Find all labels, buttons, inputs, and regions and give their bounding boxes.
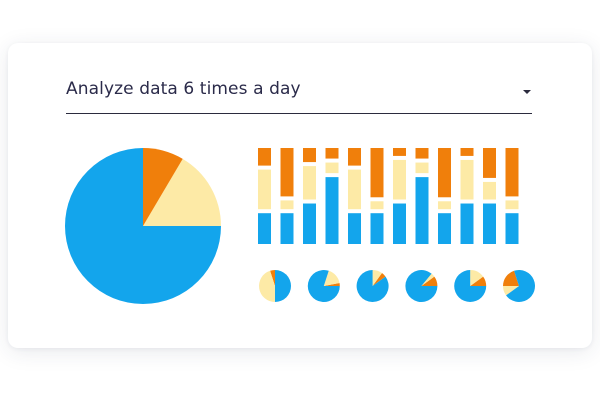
bar-10-orange	[460, 148, 474, 156]
small-pie-2-slice-yellow	[323, 270, 340, 286]
bar-3-orange	[303, 148, 316, 163]
bar-11-blue	[483, 203, 496, 244]
bar-12-orange	[505, 148, 519, 197]
bar-8-blue	[415, 177, 429, 244]
small-pie-3-slice-blue	[356, 270, 389, 302]
main-pie-slice-yellow	[143, 158, 221, 226]
frequency-dropdown-value: Analyze data 6 times a day	[66, 79, 301, 99]
bar-10-blue	[460, 203, 474, 244]
bar-9-blue	[438, 213, 451, 244]
bar-4-yellow	[325, 162, 339, 174]
small-pie-5-slice-yellow	[470, 270, 484, 286]
bar-4-blue	[325, 177, 339, 244]
bar-2-orange	[280, 148, 294, 197]
bar-11-yellow	[483, 181, 496, 200]
bar-11-orange	[483, 148, 496, 178]
bar-12-blue	[505, 213, 519, 244]
main-pie-slice-orange	[143, 148, 183, 226]
small-pie-6-slice-yellow	[503, 286, 519, 296]
bar-12-yellow	[505, 200, 519, 210]
small-pie-3-slice-orange	[372, 273, 386, 286]
small-pie-2-slice-orange	[323, 283, 340, 286]
bar-7-orange	[393, 148, 406, 156]
bar-2-blue	[280, 213, 294, 244]
bar-9-yellow	[438, 201, 451, 210]
bar-6-orange	[370, 148, 384, 198]
small-pie-2-slice-blue	[307, 270, 340, 302]
bar-7-blue	[393, 203, 406, 244]
bar-1-yellow	[258, 169, 271, 210]
bar-4-orange	[325, 148, 339, 159]
main-pie-slice-blue	[65, 148, 221, 304]
bar-5-blue	[348, 213, 361, 244]
small-pie-4-slice-yellow	[421, 273, 435, 286]
bar-7-yellow	[393, 159, 406, 200]
bar-8-orange	[415, 148, 429, 159]
bar-2-yellow	[280, 200, 294, 210]
small-pie-1-slice-orange	[270, 270, 275, 286]
bar-9-orange	[438, 148, 451, 198]
small-pie-5-slice-orange	[470, 276, 487, 286]
small-pie-6-slice-orange	[503, 270, 519, 286]
small-pie-4-slice-blue	[405, 269, 438, 302]
bar-3-blue	[303, 203, 316, 244]
small-pie-1-slice-yellow	[258, 270, 275, 302]
bar-10-yellow	[460, 159, 474, 200]
small-pie-3-slice-yellow	[372, 270, 383, 286]
small-pie-5-slice-blue	[454, 270, 487, 302]
small-pie-4-slice-orange	[421, 276, 438, 286]
bar-1-orange	[258, 148, 271, 166]
bar-6-blue	[370, 213, 384, 244]
small-pie-1-slice-blue	[275, 270, 291, 302]
bar-5-yellow	[348, 169, 361, 210]
frequency-dropdown[interactable]: Analyze data 6 times a day	[66, 73, 532, 114]
bar-5-orange	[348, 148, 361, 166]
bar-1-blue	[258, 213, 271, 244]
bar-6-yellow	[370, 201, 384, 210]
bar-8-yellow	[415, 162, 429, 174]
bar-3-yellow	[303, 166, 316, 200]
small-pie-6-slice-blue	[506, 270, 535, 302]
caret-down-icon[interactable]	[523, 90, 531, 94]
